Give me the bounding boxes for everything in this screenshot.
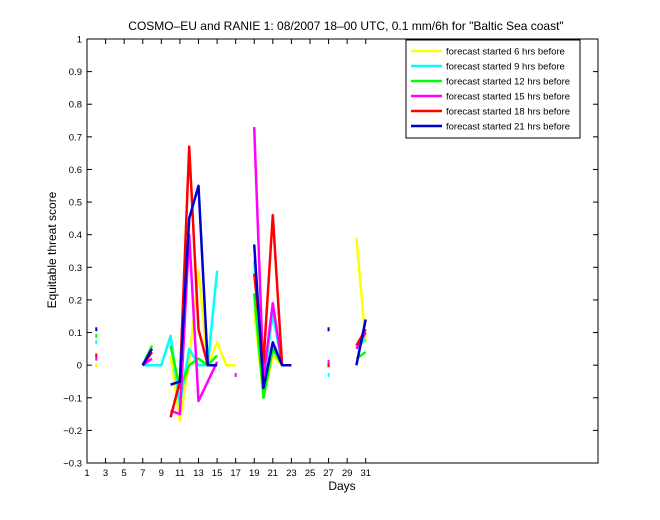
series-line — [141, 348, 154, 366]
y-tick-label: −0.1 — [63, 393, 82, 404]
legend-label: forecast started 21 hrs before — [446, 122, 570, 133]
x-tick-label: 13 — [193, 468, 204, 479]
x-axis-label: Days — [328, 479, 355, 493]
axes-box — [86, 38, 599, 464]
y-tick-label: 0.2 — [69, 295, 82, 306]
chart-title: COSMO–EU and RANIE 1: 08/2007 18–00 UTC,… — [128, 19, 563, 33]
x-tick-label: 29 — [342, 468, 353, 479]
series-line — [170, 233, 219, 416]
series-line — [355, 319, 367, 366]
y-tick-label: 0.3 — [69, 263, 82, 274]
x-tick-label: 11 — [175, 468, 185, 479]
y-tick-label: −0.3 — [63, 459, 82, 470]
y-tick-label: −0.2 — [63, 426, 82, 437]
x-tick-label: 9 — [159, 468, 164, 479]
legend-label: forecast started 15 hrs before — [446, 92, 570, 103]
plot-area: 1 3 5 7 9 11 13 15 17 19 21 23 25 27 29 31−0.3−0.2−0.10… — [63, 35, 599, 479]
y-tick-label: 0.4 — [69, 230, 82, 241]
series-line — [170, 184, 218, 386]
series-line — [252, 244, 292, 390]
x-tick-label: 17 — [230, 468, 241, 479]
y-tick-label: 0 — [77, 361, 82, 372]
series-6 — [95, 184, 367, 390]
x-tick-label: 15 — [212, 468, 223, 479]
x-tick-label: 31 — [360, 468, 371, 479]
x-tick-label: 23 — [286, 468, 297, 479]
y-tick-label: 0.1 — [69, 328, 82, 339]
legend-box — [405, 39, 581, 139]
x-tick-label: 3 — [103, 468, 108, 479]
legend-label: forecast started 12 hrs before — [446, 77, 570, 88]
y-tick-label: 0.6 — [69, 165, 82, 176]
x-tick-label: 21 — [268, 468, 279, 479]
y-axis-label: Equitable threat score — [45, 191, 59, 308]
y-tick-label: 0.8 — [69, 100, 82, 111]
y-tick-label: 0.7 — [69, 132, 82, 143]
x-tick-label: 25 — [305, 468, 316, 479]
y-tick-label: 1 — [77, 35, 82, 46]
x-tick-label: 27 — [323, 468, 334, 479]
legend-label: forecast started 9 hrs before — [446, 62, 565, 73]
y-tick-label: 0.5 — [69, 198, 82, 209]
legend-label: forecast started 18 hrs before — [446, 107, 570, 118]
legend-label: forecast started 6 hrs before — [446, 47, 565, 58]
y-tick-label: 0.9 — [69, 67, 82, 78]
legend: forecast started 6 hrs before forecast st… — [405, 39, 581, 139]
x-tick-label: 7 — [140, 468, 145, 479]
x-tick-label: 1 — [84, 468, 89, 479]
x-tick-label: 19 — [249, 468, 260, 479]
x-tick-label: 5 — [122, 468, 127, 479]
series-line — [169, 269, 236, 422]
series-line — [252, 127, 284, 380]
